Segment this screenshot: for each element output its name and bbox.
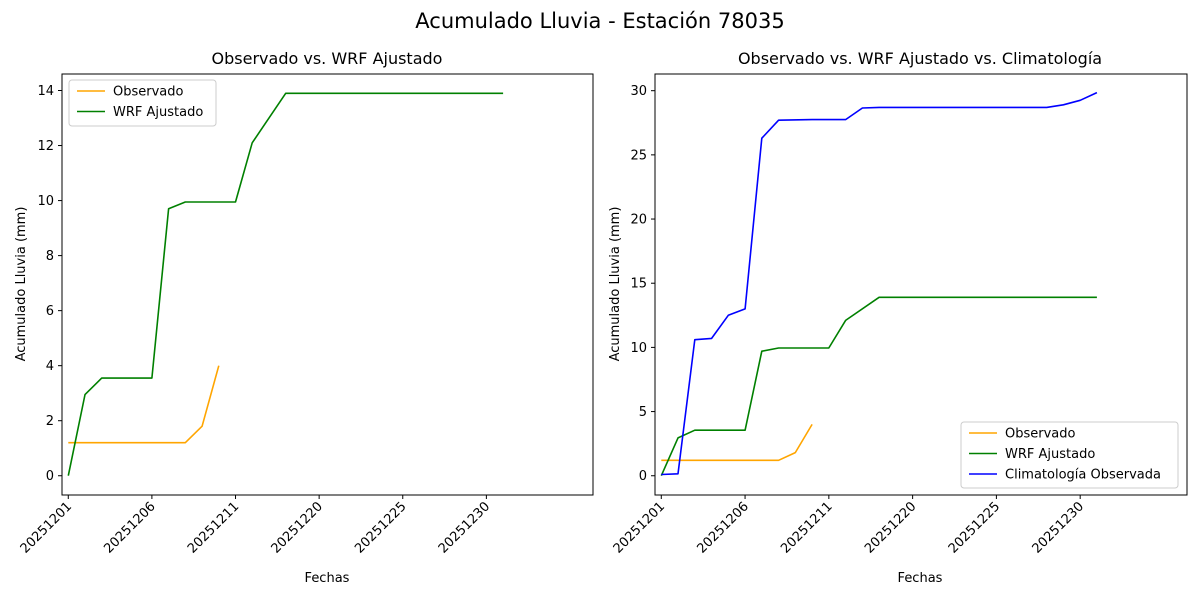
y-tick-label: 15 [630,277,647,292]
x-tick-label: 20251220 [862,499,919,556]
y-tick-label: 10 [630,341,647,356]
legend: Observado WRF Ajustado [68,79,217,127]
chart-left-ylabel: Acumulado Lluvia (mm) [14,207,29,362]
x-tick-label: 20251211 [185,499,242,556]
x-tick-label: 20251230 [436,499,493,556]
x-tick-label: 20251206 [101,499,158,556]
y-tick-label: 0 [639,469,647,484]
legend-box [68,79,217,127]
y-tick-label: 25 [630,148,647,163]
chart-right-ylabel: Acumulado Lluvia (mm) [608,207,623,362]
x-tick-label: 20251211 [778,499,835,556]
y-tick-label: 8 [46,249,54,264]
x-tick-label: 20251201 [18,499,75,556]
x-tick-label: 20251225 [352,499,409,556]
legend-entry: Observado [1005,427,1076,442]
chart-right: Observado vs. WRF Ajustado vs. Climatolo… [608,49,1188,586]
y-tick-label: 14 [37,84,54,99]
y-tick-label: 4 [46,359,54,374]
y-tick-label: 0 [46,469,54,484]
y-tick-label: 2 [46,414,54,429]
y-tick-label: 12 [37,139,54,154]
legend-entry: WRF Ajustado [113,105,203,120]
x-tick-label: 20251225 [946,499,1003,556]
x-tick-label: 20251206 [694,499,751,556]
y-tick-label: 30 [630,84,647,99]
series-line-observado [661,423,813,462]
chart-left: Observado vs. WRF Ajustado Fechas Acumul… [14,49,594,586]
legend-entry: Observado [113,85,184,100]
chart-left-title: Observado vs. WRF Ajustado [212,49,443,68]
y-tick-label: 6 [46,304,54,319]
series-line-wrf-ajustado [67,92,504,476]
chart-right-xlabel: Fechas [898,571,943,586]
y-tick-label: 20 [630,213,647,228]
series-line-climatología-observada [661,91,1098,476]
series-line-observado [68,365,220,444]
x-tick-label: 20251230 [1030,499,1087,556]
y-tick-label: 5 [639,405,647,420]
chart-right-title: Observado vs. WRF Ajustado vs. Climatolo… [738,49,1102,68]
legend-entry: Climatología Observada [1005,468,1161,483]
legend-box [960,421,1179,489]
legend: Observado WRF Ajustado Climatología Observ… [960,421,1179,489]
legend-entry: WRF Ajustado [1005,447,1095,462]
series-line-wrf-ajustado [660,296,1097,477]
axes-frame [61,73,594,496]
axes-frame [654,73,1188,496]
x-tick-label: 20251201 [611,499,668,556]
figure-title: Acumulado Lluvia - Estación 78035 [415,9,784,33]
x-tick-label: 20251220 [269,499,326,556]
y-tick-label: 10 [37,194,54,209]
chart-left-xlabel: Fechas [305,571,350,586]
